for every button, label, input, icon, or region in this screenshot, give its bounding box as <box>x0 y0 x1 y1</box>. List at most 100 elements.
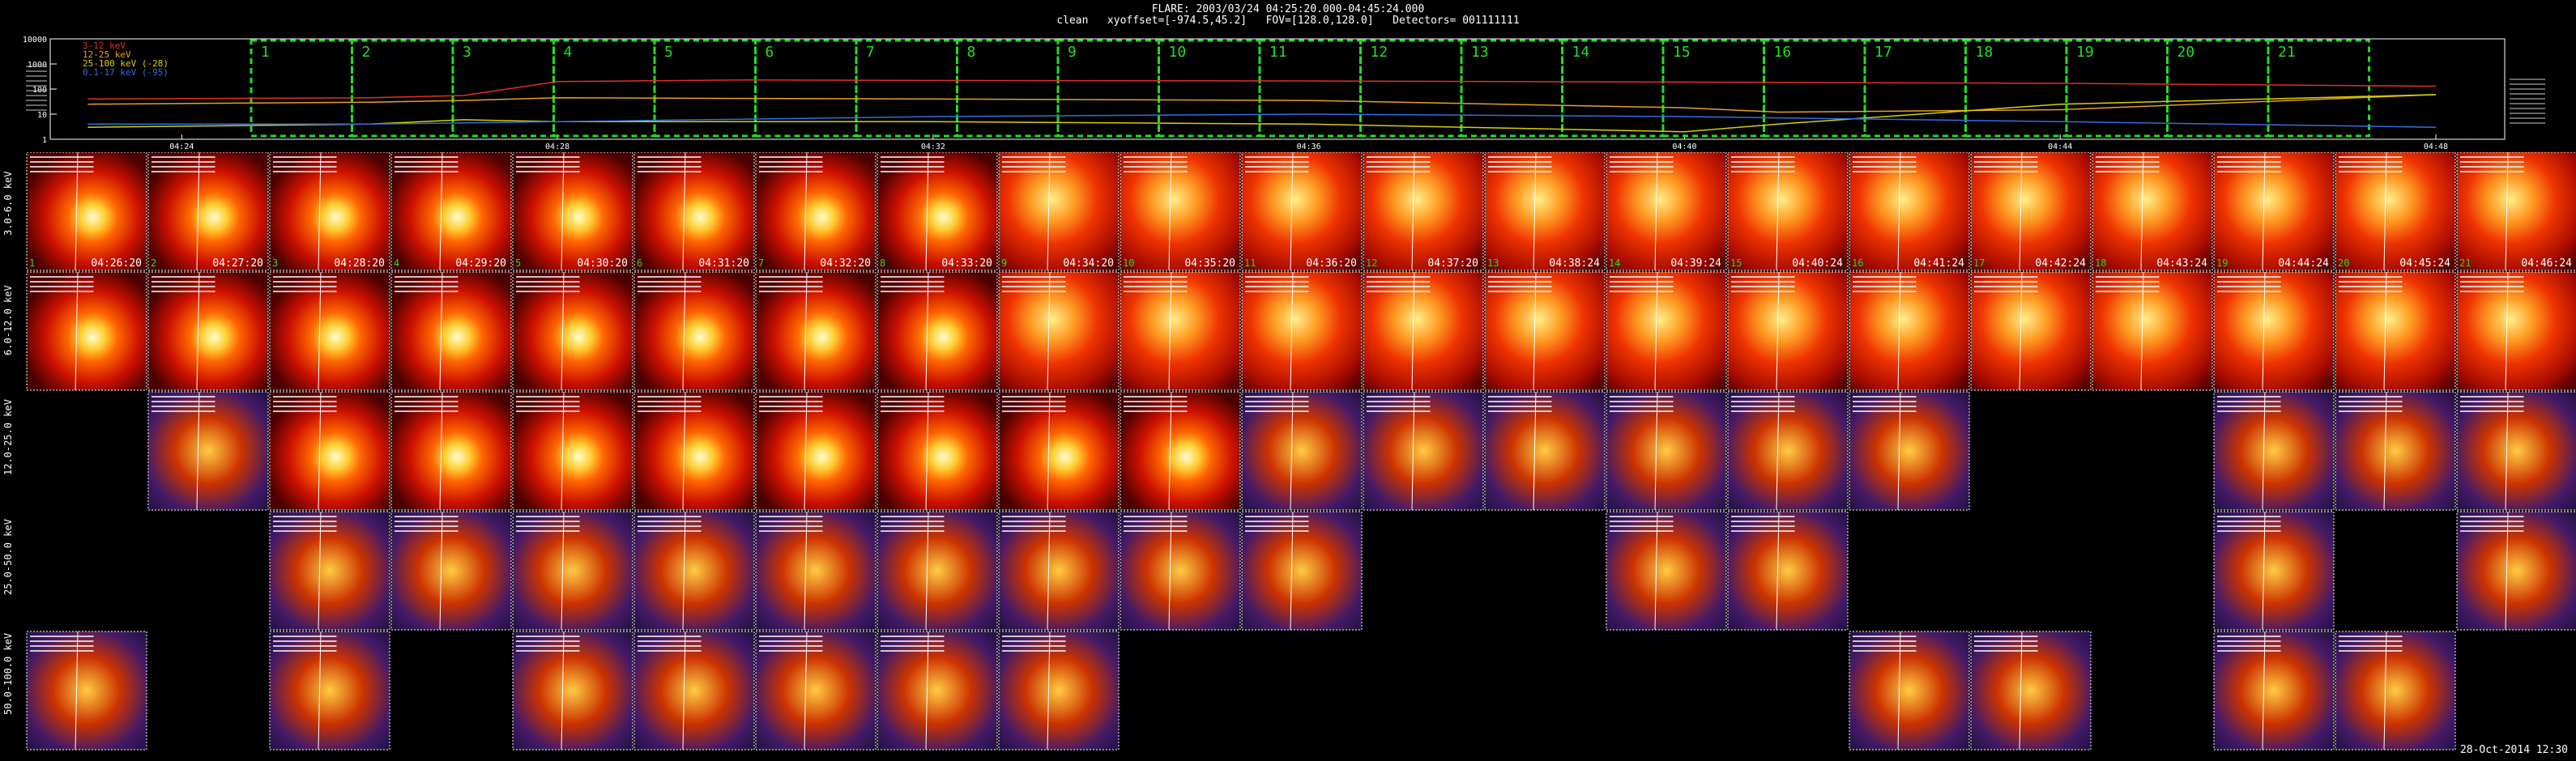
image-index-label: 21 <box>2459 257 2471 269</box>
interval-label: 12 <box>1371 44 1388 61</box>
image-cell <box>876 631 998 750</box>
image-cell <box>633 271 755 391</box>
interval-label: 5 <box>664 44 673 61</box>
image-cell <box>1727 391 1849 511</box>
image-cell <box>2213 271 2335 391</box>
image-cell <box>1849 631 1970 750</box>
image-cell: 04:37:20 12 <box>1363 152 1484 271</box>
image-cell <box>1727 511 1849 631</box>
interval-label: 13 <box>1471 44 1489 61</box>
image-cell <box>512 271 633 391</box>
interval-label: 21 <box>2278 44 2296 61</box>
row-energy-label: 50.0-100.0 keV <box>2 633 14 715</box>
legend-entry: 12-25 keV <box>83 49 131 60</box>
image-cell <box>1849 271 1970 391</box>
row-energy-label: 3.0-6.0 keV <box>2 172 14 236</box>
image-time-label: 04:27:20 <box>212 257 263 270</box>
image-cell: 04:32:20 7 <box>755 152 876 271</box>
legend-entry: 25-100 keV (-28) <box>83 58 168 69</box>
x-tick-label: 04:24 <box>169 142 194 151</box>
image-index-label: 7 <box>758 257 764 269</box>
image-time-label: 04:33:20 <box>941 257 992 270</box>
image-cell <box>1484 391 1606 511</box>
image-cell: 04:41:24 16 <box>1849 152 1970 271</box>
image-cell <box>1727 271 1849 391</box>
image-time-label: 04:39:24 <box>1670 257 1721 270</box>
image-index-label: 6 <box>637 257 642 269</box>
interval-label: 7 <box>866 44 875 61</box>
image-index-label: 18 <box>2095 257 2106 269</box>
image-cell <box>2456 511 2576 631</box>
interval-label: 8 <box>967 44 976 61</box>
x-tick-label: 04:40 <box>1672 142 1696 151</box>
interval-label: 4 <box>564 44 573 61</box>
image-index-label: 4 <box>394 257 399 269</box>
image-cell <box>998 631 1120 750</box>
image-cell <box>26 631 147 750</box>
image-cell <box>2335 271 2456 391</box>
image-cell <box>512 511 633 631</box>
image-cell: 04:30:20 5 <box>512 152 633 271</box>
interval-label: 11 <box>1269 44 1287 61</box>
image-cell <box>2213 511 2335 631</box>
image-cell <box>998 511 1120 631</box>
row-energy-label: 25.0-50.0 keV <box>2 519 14 595</box>
image-cell <box>269 391 390 511</box>
image-cell <box>2092 271 2213 391</box>
image-index-label: 11 <box>1244 257 1256 269</box>
image-cell <box>2335 391 2456 511</box>
legend-entry: 3-12 keV <box>83 40 126 51</box>
image-index-label: 2 <box>151 257 156 269</box>
image-cell: 04:36:20 11 <box>1241 152 1363 271</box>
plot-title: FLARE: 2003/03/24 04:25:20.000-04:45:24.… <box>1151 3 1425 15</box>
interval-label: 2 <box>362 44 371 61</box>
image-cell: 04:29:20 4 <box>390 152 512 271</box>
image-index-label: 13 <box>1487 257 1499 269</box>
image-time-label: 04:37:20 <box>1427 257 1478 270</box>
image-cell <box>2456 391 2576 511</box>
image-time-label: 04:32:20 <box>820 257 871 270</box>
series-line <box>87 113 2437 128</box>
image-cell <box>1970 631 2092 750</box>
image-time-label: 04:35:20 <box>1184 257 1235 270</box>
image-time-label: 04:45:24 <box>2399 257 2450 270</box>
interval-label: 19 <box>2076 44 2094 61</box>
row-energy-label: 6.0-12.0 keV <box>2 285 14 355</box>
image-cell: 04:27:20 2 <box>147 152 269 271</box>
image-time-label: 04:46:24 <box>2521 257 2572 270</box>
legend-entry: 0.1-17 keV (-95) <box>83 67 168 78</box>
image-time-label: 04:41:24 <box>1913 257 1964 270</box>
image-cell <box>390 391 512 511</box>
image-cell <box>147 391 269 511</box>
image-index-label: 1 <box>29 257 35 269</box>
image-cell: 04:40:24 15 <box>1727 152 1849 271</box>
image-index-label: 12 <box>1366 257 1377 269</box>
image-cell <box>1241 511 1363 631</box>
image-index-label: 16 <box>1852 257 1863 269</box>
interval-label: 17 <box>1874 44 1892 61</box>
image-time-label: 04:28:20 <box>334 257 385 270</box>
image-cell <box>755 271 876 391</box>
image-cell <box>755 511 876 631</box>
image-cell <box>876 271 998 391</box>
interval-label: 15 <box>1673 44 1691 61</box>
image-cell <box>147 271 269 391</box>
plot-subtitle: clean xyoffset=[-974.5,45.2] FOV=[128.0,… <box>1056 15 1520 27</box>
image-time-label: 04:31:20 <box>698 257 749 270</box>
image-cell: 04:38:24 13 <box>1484 152 1606 271</box>
y-tick-label: 1000 <box>28 61 47 70</box>
image-cell <box>755 391 876 511</box>
image-cell: 04:34:20 9 <box>998 152 1120 271</box>
image-cell <box>998 271 1120 391</box>
image-time-label: 04:26:20 <box>91 257 142 270</box>
interval-label: 18 <box>1976 44 1994 61</box>
image-time-label: 04:34:20 <box>1063 257 1114 270</box>
row-energy-label: 12.0-25.0 keV <box>2 399 14 475</box>
interval-label: 20 <box>2177 44 2195 61</box>
interval-label: 6 <box>766 44 774 61</box>
image-cell <box>1363 391 1484 511</box>
image-cell <box>2213 391 2335 511</box>
image-index-label: 14 <box>1609 257 1620 269</box>
